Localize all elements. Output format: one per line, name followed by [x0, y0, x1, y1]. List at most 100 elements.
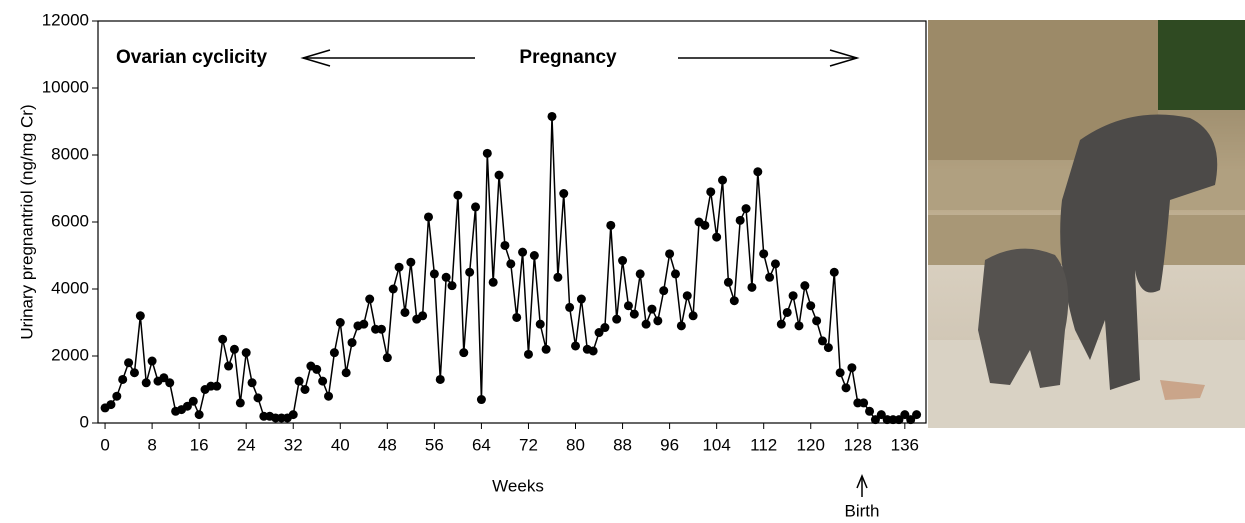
data-point	[394, 262, 404, 272]
data-point	[359, 319, 369, 329]
data-point	[518, 247, 528, 257]
data-point	[782, 307, 792, 317]
x-tick-label: 16	[190, 435, 209, 454]
y-tick-label: 2000	[51, 345, 89, 364]
data-point	[253, 393, 263, 403]
data-point	[812, 316, 822, 326]
data-point	[500, 240, 510, 250]
data-point	[423, 212, 433, 222]
data-point	[700, 220, 710, 230]
x-tick-label: 0	[100, 435, 109, 454]
x-tick-label: 112	[750, 435, 777, 454]
data-point	[341, 368, 351, 378]
data-point	[165, 378, 175, 388]
data-point	[835, 368, 845, 378]
data-point	[559, 189, 569, 199]
data-point	[418, 311, 428, 321]
data-point	[735, 215, 745, 225]
x-tick-label: 32	[284, 435, 303, 454]
data-point	[606, 220, 616, 230]
elephant-photo	[928, 20, 1245, 428]
annotation: Birth	[845, 501, 880, 520]
y-tick-label: 8000	[51, 144, 89, 163]
data-point	[876, 410, 886, 420]
data-point	[665, 249, 675, 259]
data-point	[118, 374, 128, 384]
data-point	[682, 291, 692, 301]
data-point	[647, 304, 657, 314]
data-point	[688, 311, 698, 321]
data-point	[776, 319, 786, 329]
data-point	[106, 400, 116, 410]
y-tick-label: 0	[80, 412, 89, 431]
data-point	[629, 309, 639, 319]
y-tick-label: 6000	[51, 211, 89, 230]
data-point	[718, 175, 728, 185]
data-point	[318, 376, 328, 386]
data-point	[759, 249, 769, 259]
data-point	[553, 272, 563, 282]
data-point	[576, 294, 586, 304]
data-point	[753, 167, 763, 177]
plot-frame	[97, 20, 927, 424]
data-point	[623, 301, 633, 311]
y-tick-label: 10000	[42, 77, 89, 96]
data-point	[465, 267, 475, 277]
data-point	[594, 328, 604, 338]
data-point	[641, 319, 651, 329]
data-point	[765, 272, 775, 282]
data-point	[247, 378, 257, 388]
data-point	[870, 415, 880, 425]
data-point	[865, 406, 875, 416]
data-point	[829, 267, 839, 277]
data-point	[859, 398, 869, 408]
data-point	[229, 344, 239, 354]
data-point	[565, 302, 575, 312]
x-tick-label: 8	[147, 435, 156, 454]
data-point	[706, 187, 716, 197]
data-point	[794, 321, 804, 331]
data-point	[541, 344, 551, 354]
data-point	[459, 348, 469, 358]
x-tick-label: 96	[660, 435, 679, 454]
data-point	[741, 204, 751, 214]
data-point	[147, 356, 157, 366]
data-point	[482, 148, 492, 158]
data-point	[365, 294, 375, 304]
data-point	[729, 296, 739, 306]
data-point	[823, 343, 833, 353]
data-point	[618, 256, 628, 266]
data-point	[112, 391, 122, 401]
data-point	[235, 398, 245, 408]
data-point	[770, 259, 780, 269]
data-point	[841, 383, 851, 393]
data-point	[712, 232, 722, 242]
data-point	[429, 269, 439, 279]
x-tick-label: 80	[566, 435, 585, 454]
data-point	[806, 301, 816, 311]
annotation: Ovarian cyclicity	[116, 47, 267, 68]
data-point	[612, 314, 622, 324]
data-point	[529, 251, 539, 260]
data-point	[547, 111, 557, 121]
x-tick-label: 56	[425, 435, 444, 454]
x-tick-label: 88	[613, 435, 632, 454]
data-point	[188, 396, 198, 406]
data-point	[406, 257, 416, 267]
data-point	[441, 272, 451, 282]
data-point	[471, 202, 481, 212]
data-point	[506, 259, 516, 269]
data-point	[571, 341, 581, 351]
x-axis-label: Weeks	[492, 476, 544, 495]
data-point	[212, 381, 222, 391]
data-point	[900, 410, 910, 420]
data-point	[376, 324, 386, 334]
x-tick-label: 104	[702, 435, 730, 454]
data-point	[294, 376, 304, 386]
y-tick-label: 4000	[51, 278, 89, 297]
x-tick-label: 48	[378, 435, 397, 454]
data-point	[676, 321, 686, 331]
y-tick-label: 12000	[42, 10, 89, 29]
data-point	[494, 170, 504, 180]
